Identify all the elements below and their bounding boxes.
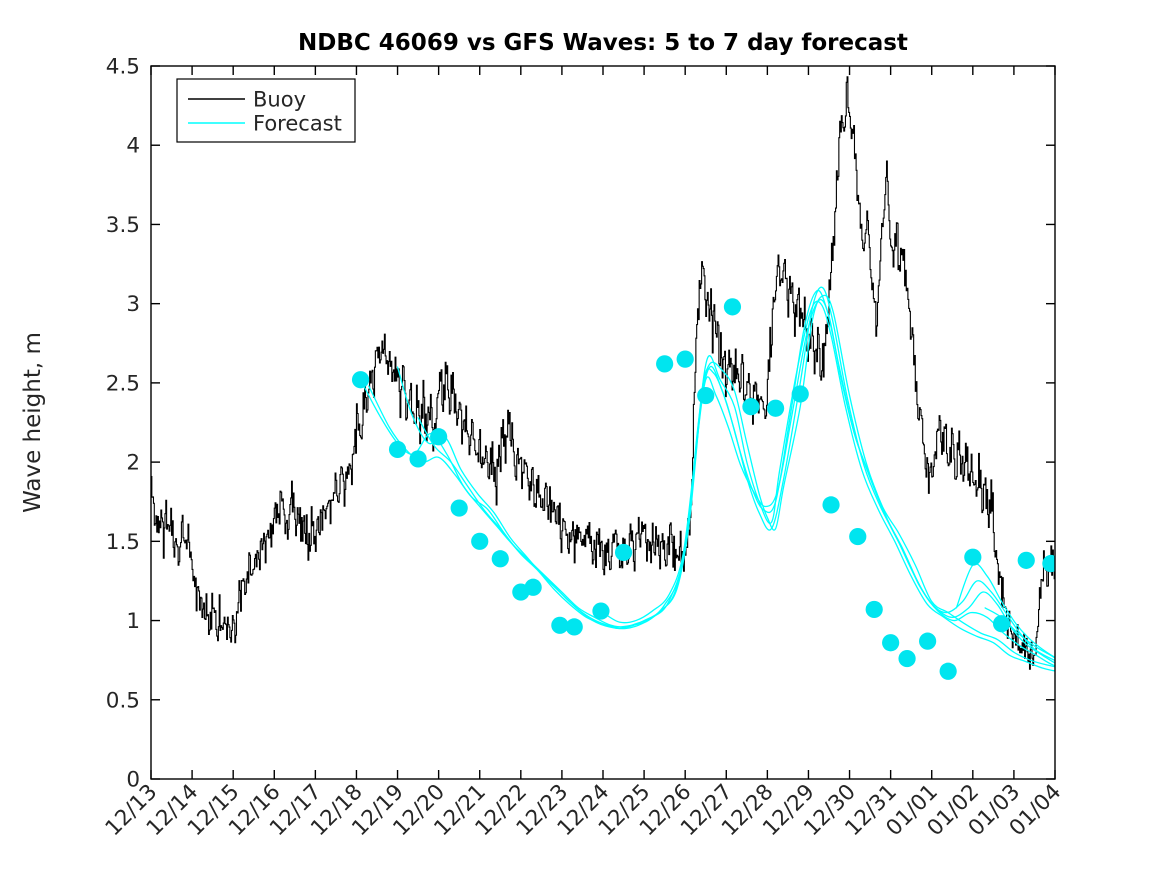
forecast-run-line-5 xyxy=(602,299,1055,667)
y-tick-label-3: 3 xyxy=(126,292,140,317)
forecast-marker-25 xyxy=(919,632,937,650)
forecast-marker-31 xyxy=(1063,569,1080,586)
forecast-marker-11 xyxy=(565,618,583,636)
forecast-marker-9 xyxy=(524,578,542,596)
forecast-run-line-7 xyxy=(984,607,1055,659)
forecast-marker-23 xyxy=(882,634,900,652)
y-axis-group: 0 0.5 1 1.5 2 2.5 3 3.5 4 4.5 xyxy=(106,55,1055,793)
y-tick-label-0.5: 0.5 xyxy=(106,688,140,713)
buoy-series-line xyxy=(151,76,1055,670)
plot-background xyxy=(151,66,1055,779)
forecast-marker-18 xyxy=(742,398,760,416)
forecast-marker-22 xyxy=(849,527,867,546)
forecast-marker-29 xyxy=(1017,551,1035,569)
forecast-marker-7 xyxy=(491,550,509,568)
forecast-markers-group xyxy=(351,298,1100,680)
forecast-marker-13 xyxy=(614,543,633,562)
y-axis-title: Wave height, m xyxy=(20,332,46,513)
forecast-marker-26 xyxy=(939,662,957,680)
forecast-marker-28 xyxy=(992,615,1011,633)
forecast-marker-27 xyxy=(964,548,982,566)
forecast-marker-5 xyxy=(450,499,468,517)
y-tick-label-4: 4 xyxy=(126,134,140,159)
forecast-marker-1 xyxy=(351,371,370,389)
forecast-marker-14 xyxy=(656,355,674,373)
legend-label-buoy[interactable]: Buoy xyxy=(253,88,306,112)
forecast-marker-24 xyxy=(898,649,916,668)
y-tick-label-2.5: 2.5 xyxy=(106,371,140,396)
forecast-marker-6 xyxy=(471,532,489,550)
chart-title: NDBC 46069 vs GFS Waves: 5 to 7 day fore… xyxy=(298,30,908,56)
forecast-marker-3 xyxy=(409,450,427,468)
forecast-marker-10 xyxy=(551,616,569,634)
legend-box xyxy=(176,78,356,143)
y-tick-label-4.5: 4.5 xyxy=(106,55,140,80)
forecast-marker-17 xyxy=(723,298,742,316)
y-tick-label-0: 0 xyxy=(126,768,140,793)
forecast-marker-20 xyxy=(791,385,809,403)
forecast-marker-19 xyxy=(766,399,785,417)
forecast-run-line-2 xyxy=(368,300,1055,672)
forecast-marker-21 xyxy=(822,496,840,514)
forecast-marker-32 xyxy=(1083,561,1100,578)
forecast-marker-30 xyxy=(1042,554,1055,573)
y-tick-label-3.5: 3.5 xyxy=(106,213,140,238)
forecast-marker-16 xyxy=(697,386,715,405)
forecast-marker-33 xyxy=(865,600,883,619)
y-tick-label-1.5: 1.5 xyxy=(106,530,140,555)
forecast-marker-15 xyxy=(676,350,694,368)
y-tick-label-2: 2 xyxy=(126,451,140,476)
forecast-marker-12 xyxy=(592,602,610,620)
series-group xyxy=(151,76,1055,672)
forecast-marker-2 xyxy=(388,440,407,459)
y-tick-label-1: 1 xyxy=(126,609,140,634)
forecast-run-line-6 xyxy=(955,563,1055,659)
legend-label-forecast[interactable]: Forecast xyxy=(253,112,342,136)
forecast-marker-4 xyxy=(430,428,448,446)
